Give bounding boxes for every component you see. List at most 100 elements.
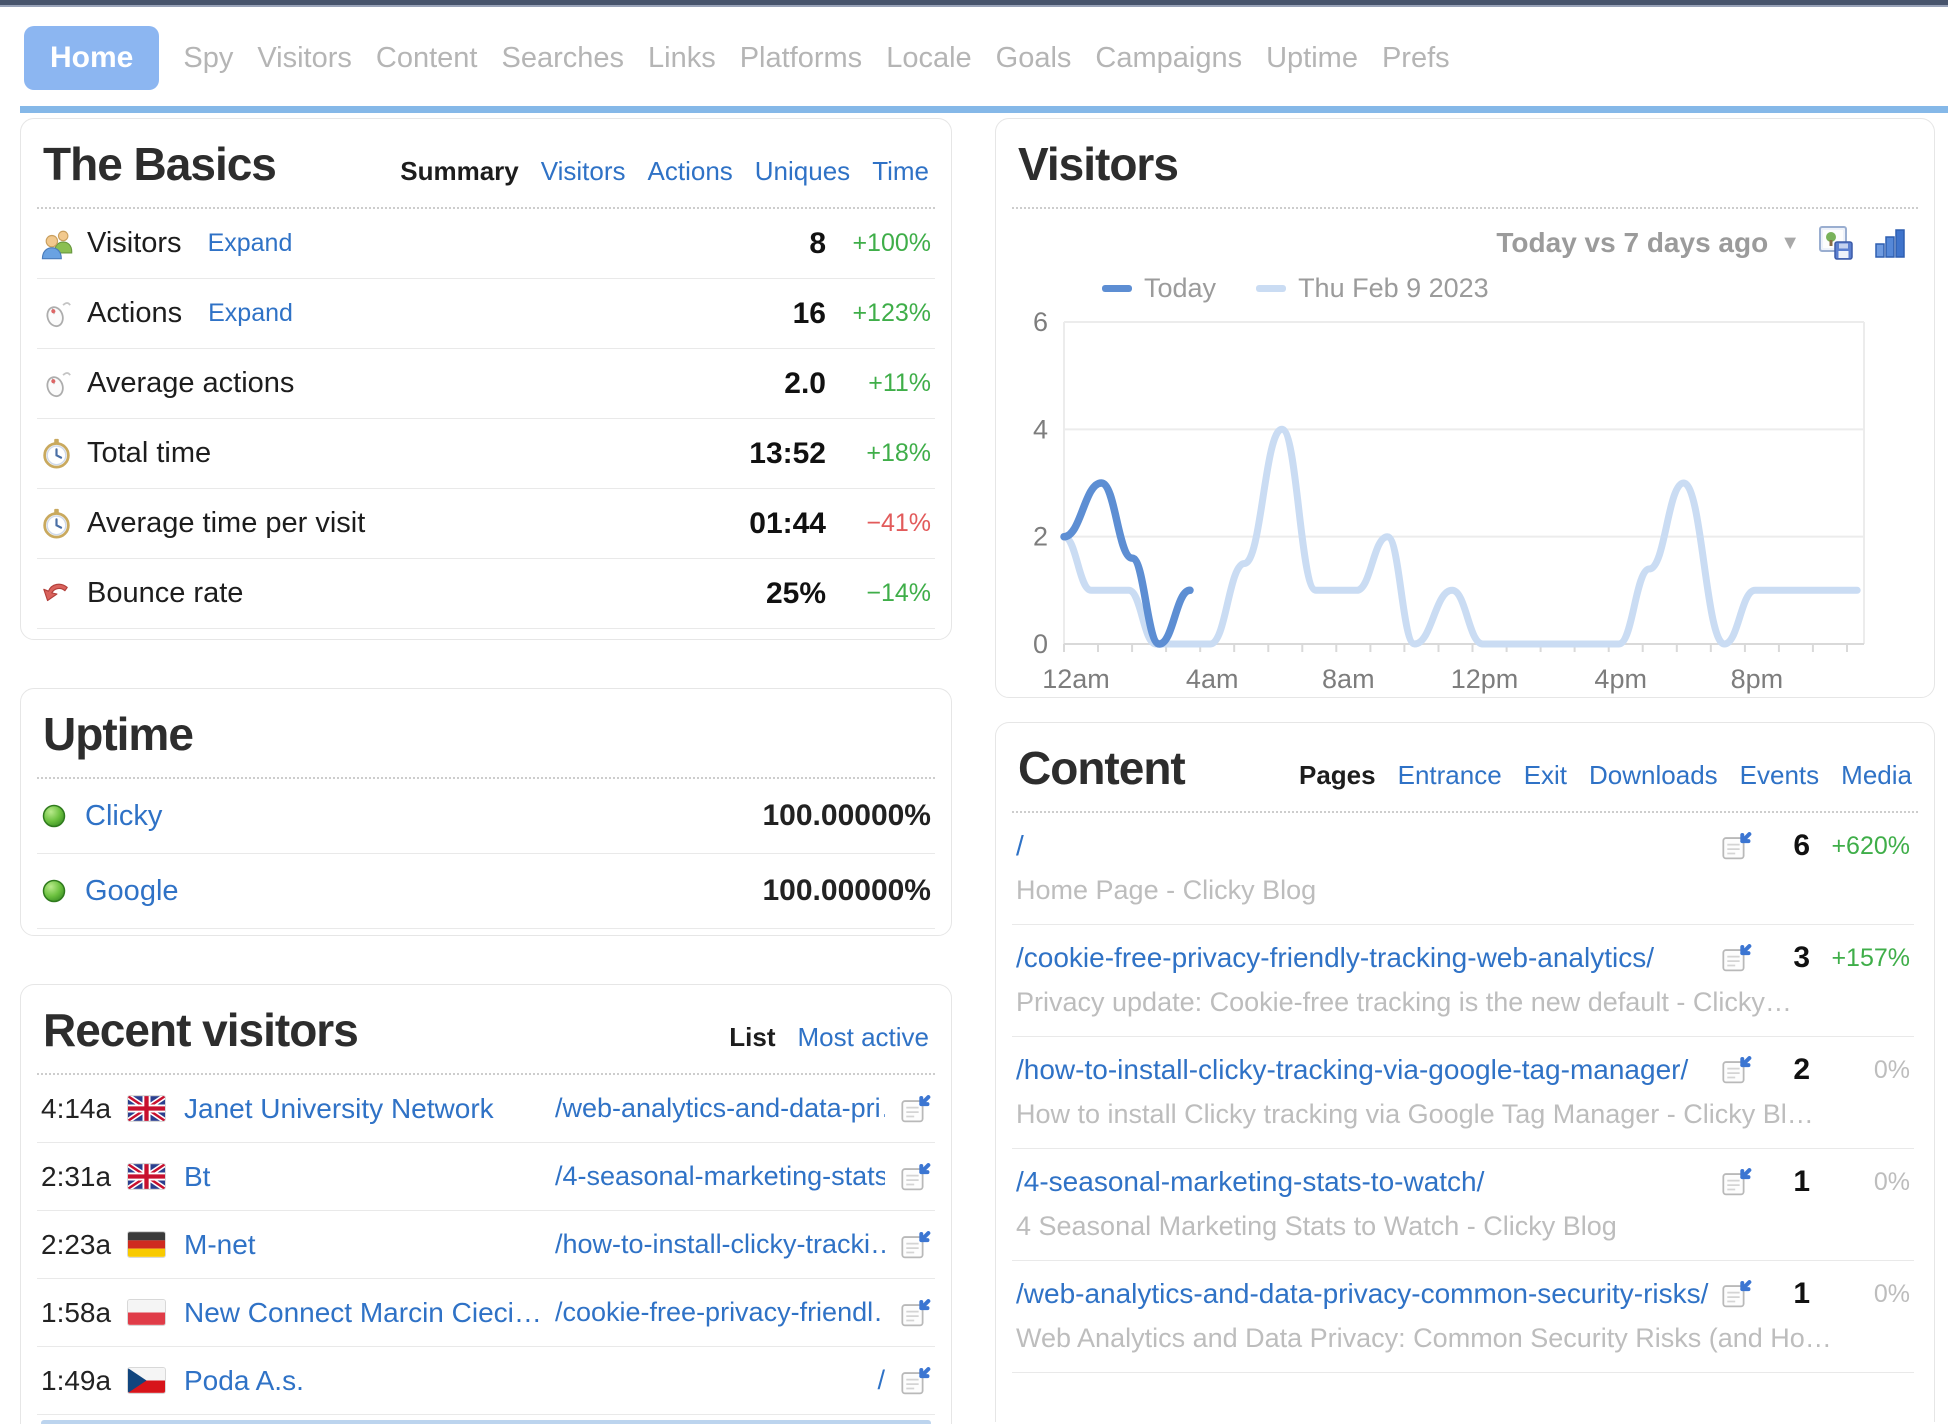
nav-item-home[interactable]: Home	[24, 26, 160, 90]
stat-delta: −14%	[866, 579, 931, 607]
export-image-icon[interactable]	[1818, 225, 1854, 261]
visitors-chart-panel: Visitors Today vs 7 days ago ▼ Today Thu …	[995, 118, 1935, 698]
nav-item-prefs[interactable]: Prefs	[1381, 41, 1450, 74]
basics-tab-uniques[interactable]: Uniques	[754, 156, 851, 186]
nav-item-uptime[interactable]: Uptime	[1266, 41, 1358, 74]
stat-label: Total time	[87, 437, 212, 469]
country-flag-icon-gb	[127, 1163, 166, 1190]
content-tab-media[interactable]: Media	[1841, 760, 1912, 790]
legend-label: Today	[1144, 273, 1217, 303]
recent-visitors-tab-most-active[interactable]: Most active	[797, 1022, 930, 1052]
page-view-icon[interactable]	[901, 1162, 931, 1192]
visitor-row: 4:14a Janet University Network/web-analyt…	[37, 1075, 935, 1143]
basics-row-visitors: Visitors Expand 8 +100%	[37, 209, 935, 279]
stat-delta: +18%	[866, 439, 931, 467]
nav-item-spy[interactable]: Spy	[183, 41, 234, 74]
stat-value: 25%	[765, 576, 826, 610]
chart-legend: Today Thu Feb 9 2023	[1102, 273, 1934, 304]
page-view-icon[interactable]	[901, 1094, 931, 1124]
expand-link[interactable]: Expand	[208, 299, 293, 327]
content-title: Content	[1018, 742, 1186, 794]
page-views-delta: 0%	[1873, 1055, 1910, 1084]
svg-text:8am: 8am	[1322, 664, 1375, 694]
page-view-icon[interactable]	[901, 1230, 931, 1260]
recent-visitors-tab-list[interactable]: List	[729, 1022, 776, 1052]
page-views-value: 1	[1793, 1277, 1810, 1310]
main-nav: Home Spy Visitors Content Searches Links Platf…	[0, 9, 1948, 107]
page-url-link[interactable]: /	[1016, 830, 1024, 861]
visited-page-link[interactable]: /cookie-free-privacy-friendl…	[555, 1297, 885, 1327]
visited-page-link[interactable]: /4-seasonal-marketing-stats…	[555, 1161, 885, 1191]
uptime-monitor-link[interactable]: Clicky	[85, 799, 163, 832]
visit-time: 2:31a	[41, 1160, 112, 1192]
svg-text:12am: 12am	[1042, 664, 1110, 694]
page-view-icon[interactable]	[1722, 1279, 1752, 1309]
basics-tab-summary[interactable]: Summary	[400, 156, 519, 186]
svg-text:6: 6	[1033, 308, 1048, 337]
bar-chart-toggle-icon[interactable]	[1872, 225, 1908, 261]
basics-tab-actions[interactable]: Actions	[647, 156, 733, 186]
top-bar	[0, 0, 1948, 7]
page-view-icon[interactable]	[1722, 1167, 1752, 1197]
page-url-link[interactable]: /4-seasonal-marketing-stats-to-watch/	[1016, 1166, 1485, 1197]
basics-tab-time[interactable]: Time	[872, 156, 929, 186]
page-views-value: 1	[1793, 1165, 1810, 1198]
nav-item-platforms[interactable]: Platforms	[739, 41, 863, 74]
visitor-name-link[interactable]: New Connect Marcin Cieci…	[184, 1296, 542, 1328]
content-tab-downloads[interactable]: Downloads	[1589, 760, 1718, 790]
stat-value: 16	[792, 296, 826, 330]
page-view-icon[interactable]	[1722, 1055, 1752, 1085]
visitor-name-link[interactable]: Bt	[184, 1160, 211, 1192]
visited-page-link[interactable]: /how-to-install-clicky-tracki…	[555, 1229, 885, 1259]
visited-page-link[interactable]: /web-analytics-and-data-pri…	[555, 1093, 885, 1123]
content-panel: Content Pages Entrance Exit Downloads Events…	[995, 722, 1935, 1422]
content-tab-exit[interactable]: Exit	[1523, 760, 1568, 790]
bounce-icon	[41, 579, 87, 609]
page-view-icon[interactable]	[1722, 831, 1752, 861]
nav-item-links[interactable]: Links	[648, 41, 716, 74]
stat-label: Actions	[87, 297, 183, 329]
date-range-selector[interactable]: Today vs 7 days ago	[1496, 227, 1769, 258]
content-tab-entrance[interactable]: Entrance	[1397, 760, 1502, 790]
page-title-subtitle: 4 Seasonal Marketing Stats to Watch - Cl…	[1016, 1211, 1617, 1241]
basics-tab-visitors[interactable]: Visitors	[540, 156, 626, 186]
content-row: /4-seasonal-marketing-stats-to-watch/1 0%…	[1012, 1149, 1914, 1261]
page-url-link[interactable]: /cookie-free-privacy-friendly-tracking-w…	[1016, 942, 1654, 973]
nav-item-goals[interactable]: Goals	[995, 41, 1072, 74]
uptime-monitor-link[interactable]: Google	[85, 874, 179, 907]
visitor-row: 2:31a Bt/4-seasonal-marketing-stats…	[37, 1143, 935, 1211]
expand-link[interactable]: Expand	[207, 229, 293, 257]
visited-page-link[interactable]: /	[877, 1365, 885, 1395]
basics-row-bounce-rate: Bounce rate 25% −14%	[37, 559, 935, 629]
nav-item-locale[interactable]: Locale	[886, 41, 972, 74]
country-flag-icon-cz	[127, 1367, 166, 1394]
nav-item-visitors[interactable]: Visitors	[257, 41, 352, 74]
page-url-link[interactable]: /web-analytics-and-data-privacy-common-s…	[1016, 1278, 1709, 1309]
nav-item-searches[interactable]: Searches	[501, 41, 624, 74]
content-row: / 6 +620% Home Page - Clicky Blog	[1012, 813, 1914, 925]
stat-label: Average time per visit	[87, 507, 366, 539]
visit-time: 1:58a	[41, 1296, 112, 1328]
visitor-name-link[interactable]: M-net	[184, 1228, 256, 1260]
page-views-delta: +620%	[1831, 831, 1910, 860]
content-tab-events[interactable]: Events	[1739, 760, 1820, 790]
stat-value: 13:52	[749, 436, 826, 470]
basics-rows: Visitors Expand 8 +100% Actions Expand 16 +123%…	[21, 209, 951, 629]
visitor-name-link[interactable]: Janet University Network	[184, 1092, 494, 1124]
page-view-icon[interactable]	[901, 1366, 931, 1396]
nav-item-campaigns[interactable]: Campaigns	[1095, 41, 1243, 74]
page-title-subtitle: Home Page - Clicky Blog	[1016, 875, 1317, 905]
stat-delta: −41%	[866, 509, 931, 537]
visitor-name-link[interactable]: Poda A.s.	[184, 1364, 304, 1396]
page-view-icon[interactable]	[901, 1298, 931, 1328]
mouse-icon	[41, 369, 87, 399]
chevron-down-icon[interactable]: ▼	[1780, 231, 1800, 254]
page-url-link[interactable]: /how-to-install-clicky-tracking-via-goog…	[1016, 1054, 1689, 1085]
page-view-icon[interactable]	[1722, 943, 1752, 973]
nav-item-content[interactable]: Content	[375, 41, 478, 74]
content-tabs: Pages Entrance Exit Downloads Events Media	[1299, 760, 1912, 791]
content-rows: / 6 +620% Home Page - Clicky Blog/cookie-fr…	[996, 813, 1934, 1373]
basics-panel: The Basics Summary Visitors Actions Uniques…	[20, 118, 952, 640]
content-tab-pages[interactable]: Pages	[1299, 760, 1376, 790]
visit-time: 2:23a	[41, 1228, 112, 1260]
